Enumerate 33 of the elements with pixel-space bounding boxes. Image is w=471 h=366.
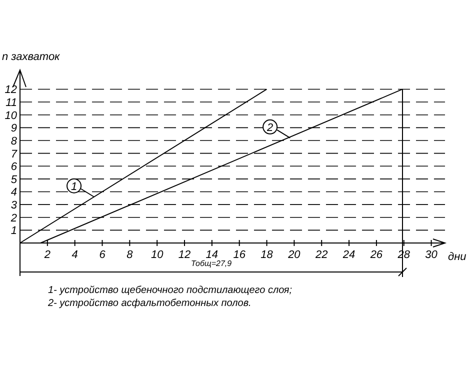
- x-tick-label: 18: [260, 249, 274, 261]
- text: 1- устройство щебеночного подстилающего слоя;: [48, 285, 292, 296]
- y-tick-label: 7: [10, 148, 18, 160]
- annotation: 2: [266, 122, 274, 134]
- text: 2- устройство асфальтобетонных полов.: [47, 298, 252, 309]
- annotation: 1: [70, 180, 78, 193]
- y-tick-label: 12: [4, 84, 17, 96]
- y-tick-label: 1: [10, 225, 17, 238]
- x-tick-label: 16: [233, 249, 246, 261]
- y-tick-label: 6: [10, 161, 18, 174]
- y-tick-label: 9: [10, 122, 17, 135]
- x-tick-label: 2: [43, 249, 50, 261]
- x-tick-label: 20: [287, 249, 302, 261]
- x-tick-label: 6: [99, 249, 106, 261]
- x-tick-label: 8: [126, 249, 134, 261]
- x-axis-title: дни: [448, 251, 466, 263]
- text: Тобщ=27,9: [190, 259, 232, 268]
- x-tick-label: 24: [342, 249, 356, 261]
- x-tick-label: 10: [150, 249, 164, 261]
- y-tick-label: 4: [10, 186, 17, 199]
- x-tick-label: 12: [178, 249, 191, 261]
- x-tick-label: 22: [314, 249, 328, 261]
- x-tick-label: 14: [206, 249, 218, 261]
- y-tick-label: 3: [10, 200, 18, 212]
- y-tick-label: 10: [4, 110, 18, 122]
- x-tick-label: 26: [369, 249, 384, 261]
- x-tick-label: 30: [425, 249, 438, 261]
- x-tick-label: 4: [72, 249, 78, 261]
- y-tick-label: 8: [10, 135, 18, 148]
- y-tick-label: 5: [10, 174, 18, 186]
- y-axis-title: n захваток: [2, 51, 61, 63]
- y-tick-label: 11: [6, 97, 17, 110]
- y-tick-label: 2: [10, 212, 17, 224]
